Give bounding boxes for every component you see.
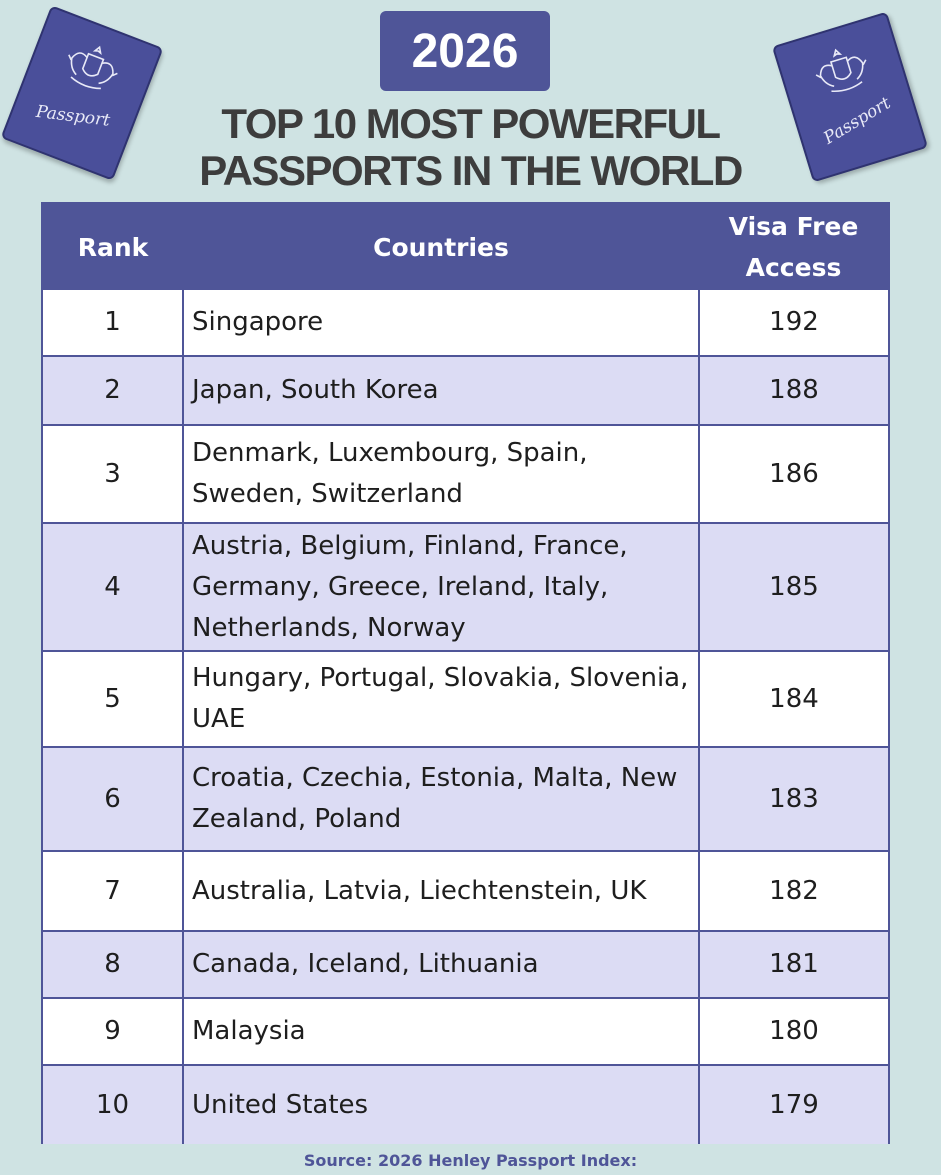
rank-cell: 5	[43, 650, 184, 748]
countries-cell: Malaysia	[182, 997, 700, 1066]
countries-cell: Japan, South Korea	[182, 355, 700, 426]
rank-cell: 4	[43, 522, 184, 652]
column-header-countries: Countries	[183, 204, 699, 290]
table-row: 6 Croatia, Czechia, Estonia, Malta, New …	[43, 746, 888, 852]
visa-free-cell: 185	[698, 522, 888, 652]
countries-cell: Australia, Latvia, Liechtenstein, UK	[182, 850, 700, 932]
visa-free-cell: 181	[698, 930, 888, 999]
page-title: TOP 10 MOST POWERFUL PASSPORTS IN THE WO…	[100, 100, 841, 194]
table-row: 3 Denmark, Luxembourg, Spain, Sweden, Sw…	[43, 424, 888, 524]
rank-cell: 6	[43, 746, 184, 852]
visa-free-cell: 180	[698, 997, 888, 1066]
rank-cell: 2	[43, 355, 184, 426]
rank-cell: 8	[43, 930, 184, 999]
table-row: 7 Australia, Latvia, Liechtenstein, UK 1…	[43, 850, 888, 932]
table-row: 8 Canada, Iceland, Lithuania 181	[43, 930, 888, 999]
visa-free-header-text: Visa Free Access	[728, 212, 859, 282]
table-row: 1 Singapore 192	[43, 290, 888, 357]
coat-of-arms-icon	[68, 45, 118, 90]
table-row: 5 Hungary, Portugal, Slovakia, Slovenia,…	[43, 650, 888, 748]
rank-cell: 7	[43, 850, 184, 932]
visa-free-cell: 182	[698, 850, 888, 932]
countries-cell: United States	[182, 1064, 700, 1144]
visa-free-cell: 188	[698, 355, 888, 426]
column-header-rank: Rank	[43, 204, 183, 290]
title-line-2: PASSPORTS IN THE WORLD	[199, 147, 743, 194]
table-row: 2 Japan, South Korea 188	[43, 355, 888, 426]
table-header-row: Rank Countries Visa Free Access	[43, 204, 888, 290]
title-line-1: TOP 10 MOST POWERFUL	[221, 100, 721, 147]
coat-of-arms-icon	[815, 48, 867, 93]
visa-free-cell: 183	[698, 746, 888, 852]
passport-illustration-right: Passport	[771, 11, 929, 183]
table-row: 10 United States 179	[43, 1064, 888, 1144]
table-row: 9 Malaysia 180	[43, 997, 888, 1066]
column-header-visa-free-access: Visa Free Access	[699, 204, 888, 290]
year-badge: 2026	[380, 11, 550, 91]
table-row: 4 Austria, Belgium, Finland, France, Ger…	[43, 522, 888, 652]
rank-cell: 10	[43, 1064, 184, 1144]
rank-cell: 1	[43, 290, 184, 357]
passport-illustration-left: Passport	[0, 5, 164, 181]
countries-cell: Croatia, Czechia, Estonia, Malta, New Ze…	[182, 746, 700, 852]
countries-cell: Hungary, Portugal, Slovakia, Slovenia, U…	[182, 650, 700, 748]
visa-free-cell: 184	[698, 650, 888, 748]
passport-ranking-table: Rank Countries Visa Free Access 1 Singap…	[41, 202, 890, 1144]
visa-free-cell: 186	[698, 424, 888, 524]
countries-cell: Denmark, Luxembourg, Spain, Sweden, Swit…	[182, 424, 700, 524]
rank-cell: 3	[43, 424, 184, 524]
visa-free-cell: 192	[698, 290, 888, 357]
countries-cell: Austria, Belgium, Finland, France, Germa…	[182, 522, 700, 652]
countries-cell: Singapore	[182, 290, 700, 357]
rank-cell: 9	[43, 997, 184, 1066]
source-caption: Source: 2026 Henley Passport Index:	[303, 1151, 638, 1170]
countries-cell: Canada, Iceland, Lithuania	[182, 930, 700, 999]
visa-free-cell: 179	[698, 1064, 888, 1144]
